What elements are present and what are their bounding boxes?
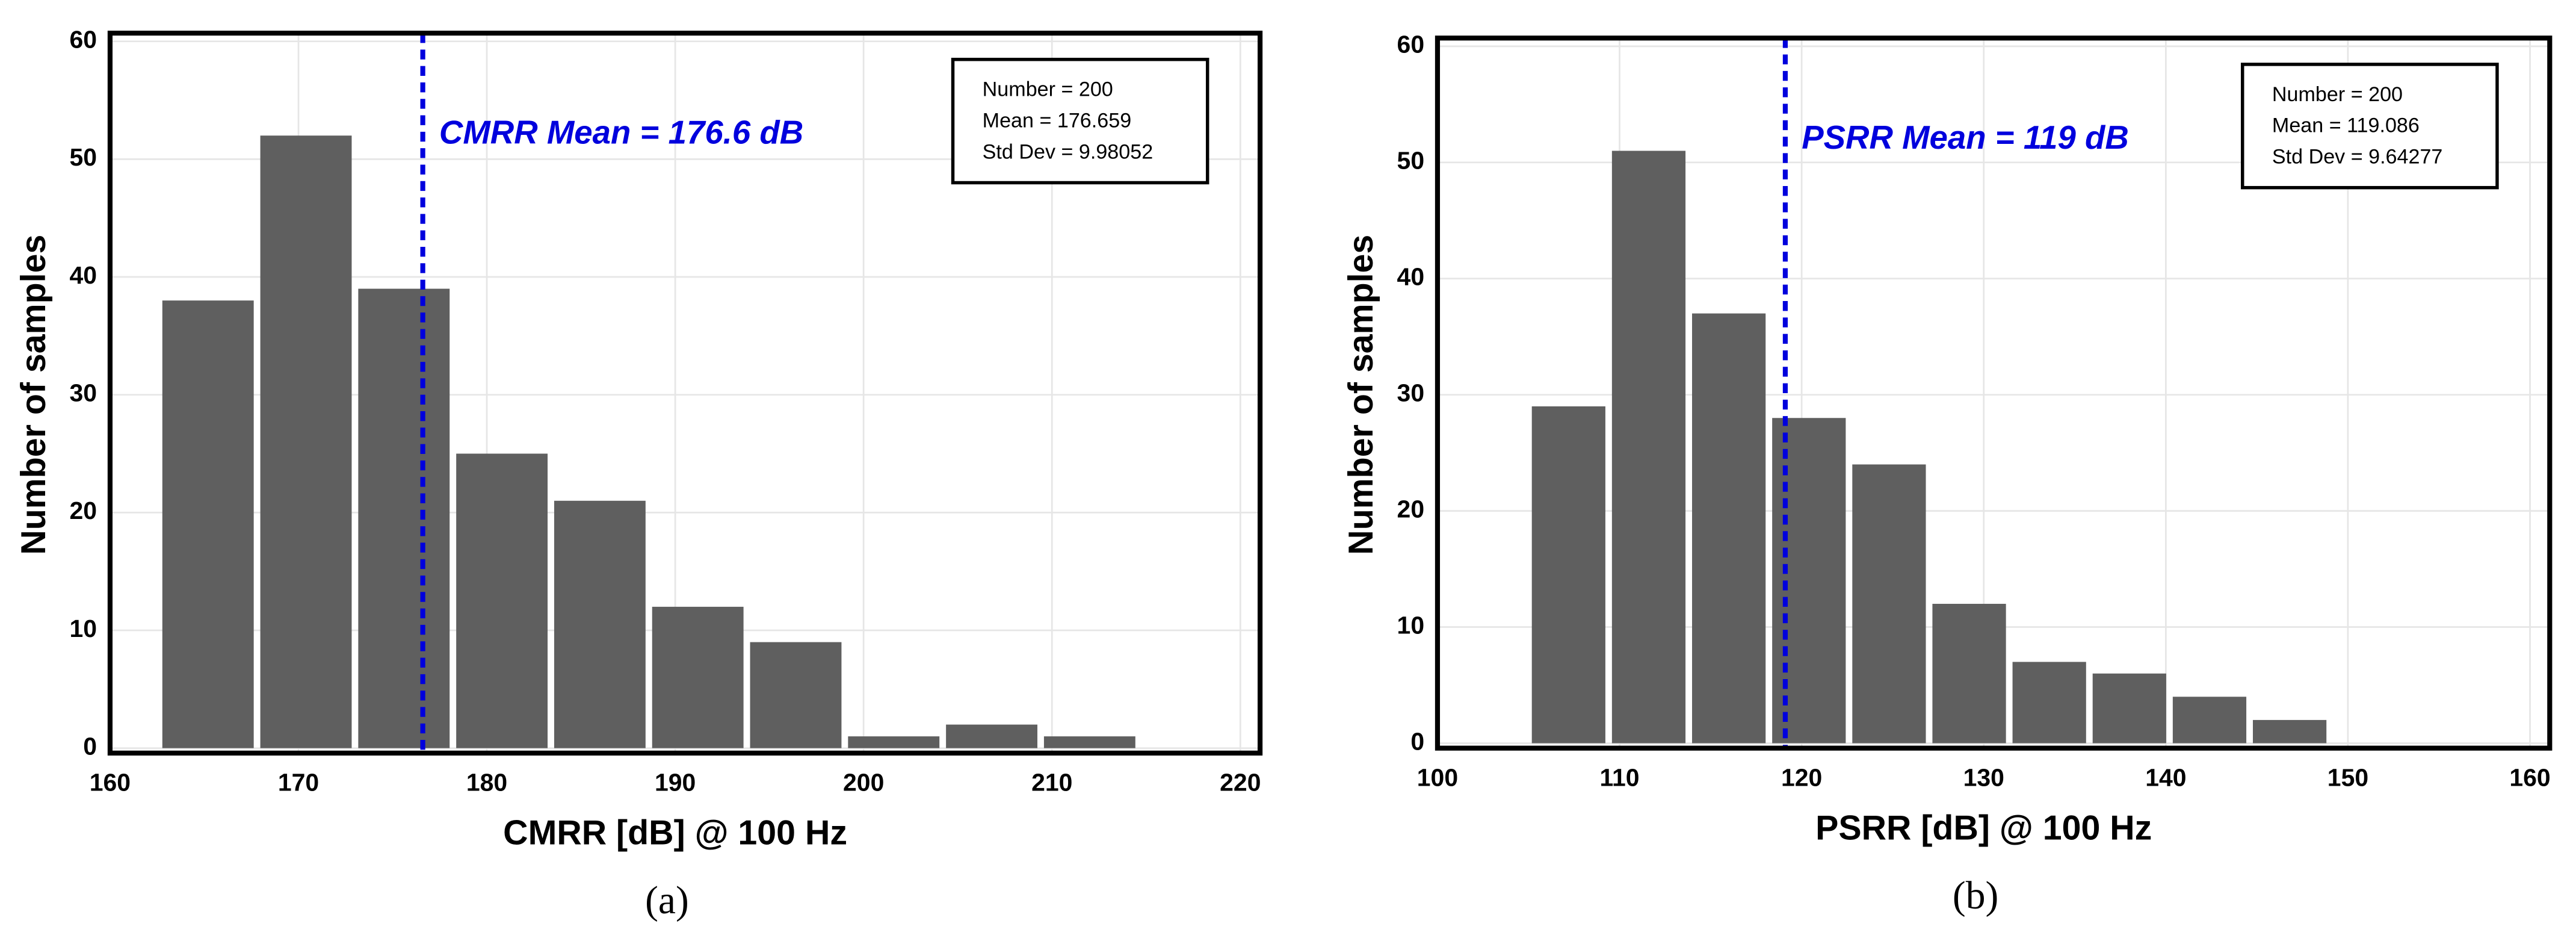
bar xyxy=(162,300,254,748)
bar xyxy=(750,642,842,748)
y-tick-label: 20 xyxy=(70,497,97,524)
y-tick-label: 0 xyxy=(83,732,97,760)
x-tick-label: 110 xyxy=(1600,763,1640,791)
y-tick-label: 10 xyxy=(70,615,97,642)
x-tick-label: 140 xyxy=(2145,763,2186,791)
y-axis-label: Number of samples xyxy=(14,235,53,555)
bar xyxy=(946,724,1038,748)
x-tick-label: 210 xyxy=(1031,769,1072,796)
y-tick-label: 60 xyxy=(1397,31,1425,58)
x-tick-label: 220 xyxy=(1220,769,1261,796)
caption: (a) xyxy=(645,879,689,922)
bar xyxy=(456,453,548,748)
x-axis-label: CMRR [dB] @ 100 Hz xyxy=(503,814,847,852)
x-tick-label: 160 xyxy=(2509,763,2550,791)
frame xyxy=(1435,36,2553,751)
bar xyxy=(1691,313,1766,744)
bar xyxy=(2092,673,2166,744)
bar xyxy=(358,288,450,748)
y-tick-label: 40 xyxy=(1397,263,1425,291)
bar xyxy=(1932,603,2006,744)
x-axis-label: PSRR [dB] @ 100 Hz xyxy=(1815,809,2152,847)
bar xyxy=(2172,697,2247,744)
stats-line: Number = 200 xyxy=(2272,83,2403,106)
y-tick-label: 50 xyxy=(1397,147,1425,175)
mean-annotation: CMRR Mean = 176.6 dB xyxy=(439,114,803,151)
x-tick-label: 130 xyxy=(1963,763,2004,791)
x-tick-label: 180 xyxy=(466,769,507,796)
x-tick-label: 120 xyxy=(1781,763,1822,791)
y-tick-label: 30 xyxy=(70,379,97,406)
y-tick-label: 40 xyxy=(70,261,97,289)
y-tick-label: 0 xyxy=(1410,727,1424,755)
stats-line: Mean = 176.659 xyxy=(983,109,1132,132)
x-tick-label: 150 xyxy=(2327,763,2368,791)
caption: (b) xyxy=(1953,874,1998,918)
stats-line: Std Dev = 9.64277 xyxy=(2272,146,2443,169)
y-tick-label: 60 xyxy=(70,25,97,53)
bar xyxy=(2012,662,2086,744)
y-tick-label: 50 xyxy=(70,143,97,171)
bar xyxy=(1043,736,1135,748)
stats-box xyxy=(2241,63,2499,190)
bar xyxy=(848,736,940,748)
bar xyxy=(652,606,744,748)
stats-line: Number = 200 xyxy=(983,78,1113,101)
x-tick-label: 190 xyxy=(655,769,696,796)
bar xyxy=(554,500,646,748)
y-tick-label: 30 xyxy=(1397,379,1425,406)
x-tick-label: 100 xyxy=(1417,763,1458,791)
x-tick-label: 170 xyxy=(278,769,319,796)
stats-box xyxy=(951,57,1209,185)
bar xyxy=(1852,464,1926,744)
bar xyxy=(260,135,352,748)
y-tick-label: 10 xyxy=(1397,611,1425,639)
stats-line: Std Dev = 9.98052 xyxy=(983,140,1154,163)
stats-line: Mean = 119.086 xyxy=(2272,114,2420,137)
frame xyxy=(107,30,1263,756)
bar xyxy=(1611,151,1686,744)
mean-annotation: PSRR Mean = 119 dB xyxy=(1802,119,2129,156)
bar xyxy=(1531,406,1605,744)
x-tick-label: 160 xyxy=(90,769,131,796)
bar xyxy=(2253,719,2327,744)
y-tick-label: 20 xyxy=(1397,495,1425,523)
x-tick-label: 200 xyxy=(843,769,884,796)
y-axis-label: Number of samples xyxy=(1342,235,1380,555)
